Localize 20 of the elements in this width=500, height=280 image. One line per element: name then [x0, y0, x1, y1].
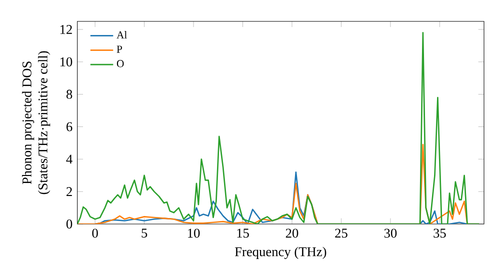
- y-axis-title: Phonon projected DOS (States/THz·primitive cell): [22, 51, 50, 194]
- y-tick-label: 10: [60, 57, 72, 66]
- y-tick-label: 6: [66, 122, 72, 132]
- y-tick-label: 4: [66, 154, 72, 164]
- x-axis-title: Frequency (THz): [234, 246, 326, 259]
- x-tick-label: 30: [384, 228, 397, 238]
- y-tick-label: 0: [66, 220, 72, 228]
- x-tick-label: 10: [188, 228, 200, 238]
- legend-label: P: [116, 46, 122, 53]
- y-tick-label: 2: [66, 187, 72, 196]
- y-tick-label: 8: [66, 90, 72, 99]
- y-tick-label: 12: [60, 25, 72, 34]
- legend-label: Al: [116, 30, 127, 38]
- x-tick-label: 15: [237, 228, 249, 238]
- x-tick-label: 35: [434, 228, 446, 238]
- x-tick-label: 20: [286, 228, 298, 238]
- x-tick-label: 25: [335, 228, 348, 238]
- x-tick-label: 5: [142, 228, 148, 238]
- legend-label: O: [116, 60, 124, 68]
- x-tick-label: 0: [92, 228, 98, 238]
